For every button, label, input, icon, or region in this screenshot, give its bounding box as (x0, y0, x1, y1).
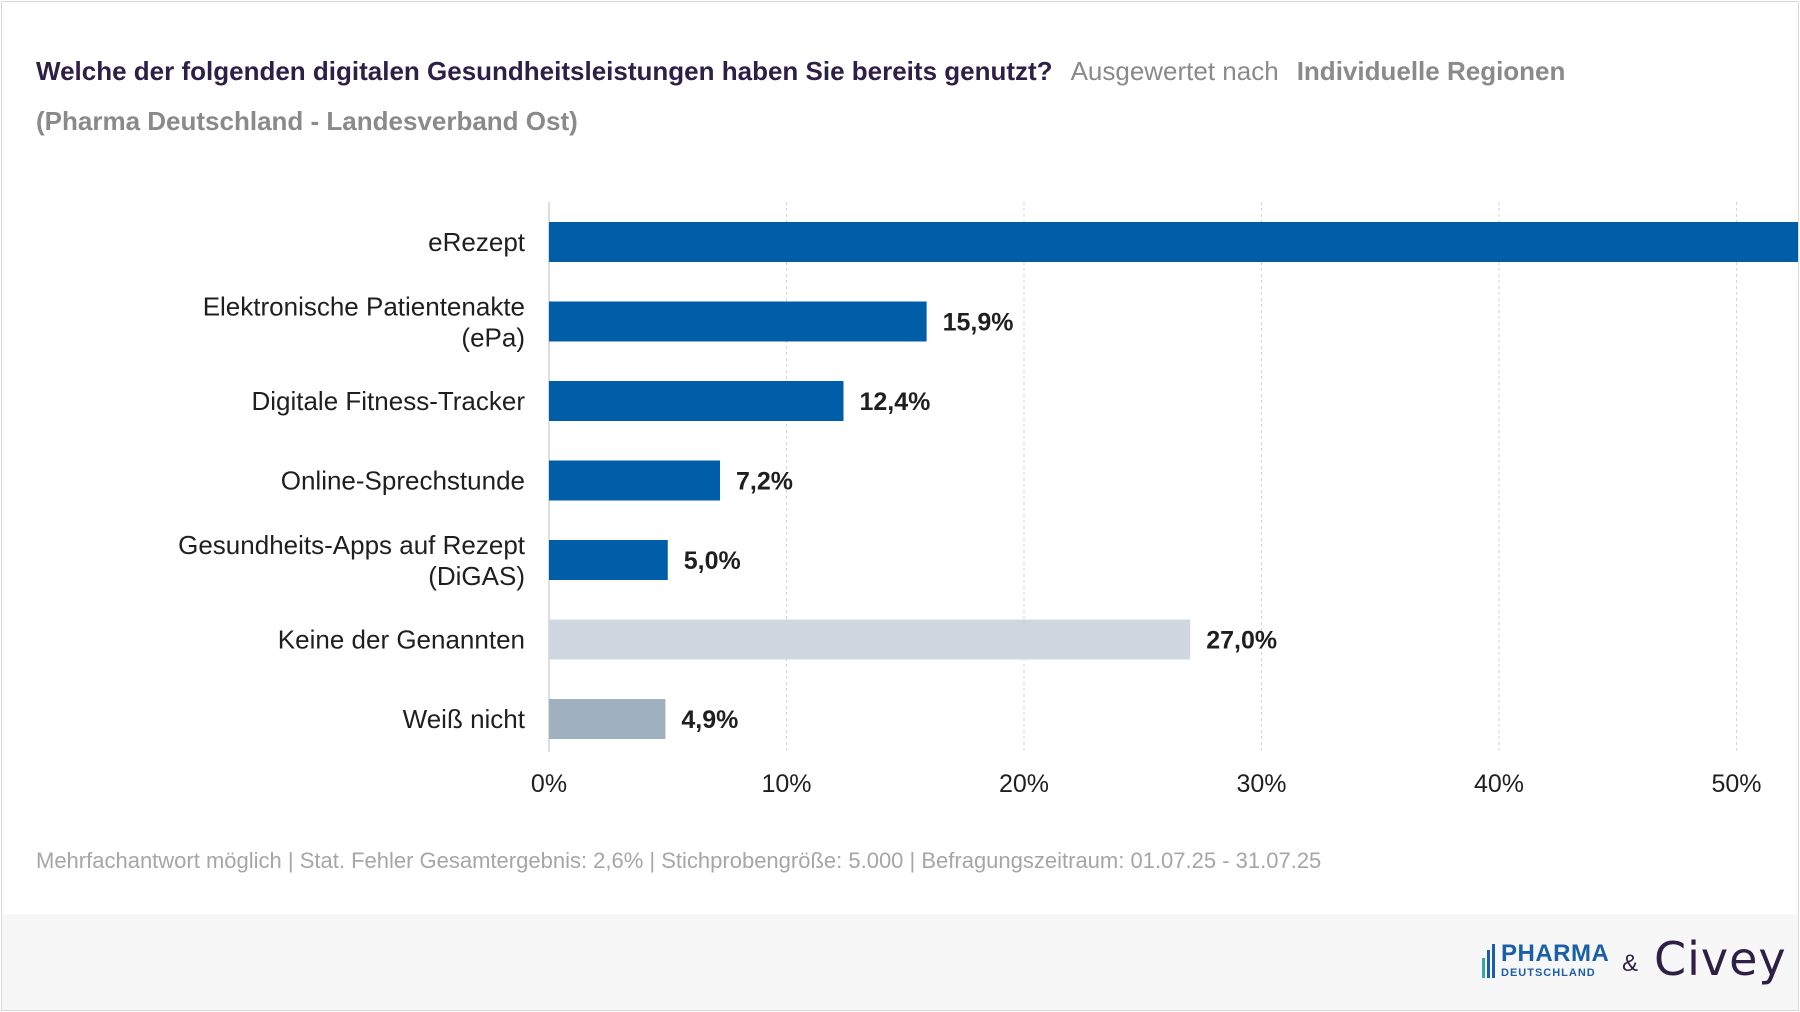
data-label: 27,0% (1206, 627, 1277, 655)
publisher-note: (Pharma Deutschland - Landesverband Ost) (36, 106, 578, 136)
x-tick-label: 0% (531, 770, 567, 798)
category-label: Keine der Genannten (278, 625, 525, 655)
bar (549, 460, 720, 501)
category-label: Gesundheits-Apps auf Rezept (DiGAS) (178, 530, 526, 591)
x-tick-label: 10% (761, 770, 811, 798)
pharma-logo-word: PHARMA (1501, 940, 1610, 967)
evaluated-by-label: Ausgewertet nach (1070, 56, 1279, 86)
x-tick-label: 20% (999, 770, 1049, 798)
category-label: Weiß nicht (403, 704, 526, 734)
footer-band: PHARMA DEUTSCHLAND & Civey (2, 914, 1798, 1010)
civey-logo: Civey (1654, 932, 1787, 986)
pharma-logo-sub: DEUTSCHLAND (1501, 967, 1596, 979)
pharma-bars-icon (1482, 944, 1495, 978)
methodology-footnote: Mehrfachantwort möglich | Stat. Fehler G… (36, 848, 1322, 873)
data-label: 15,9% (943, 309, 1014, 337)
ampersand: & (1622, 950, 1639, 977)
data-label: 7,2% (736, 468, 793, 496)
category-label: Elektronische Patientenakte (ePa) (203, 292, 525, 353)
data-label: 5,0% (684, 547, 741, 575)
category-label: Digitale Fitness-Tracker (251, 386, 525, 416)
bar (549, 381, 844, 421)
segment-selector[interactable]: Individuelle Regionen (1296, 56, 1566, 86)
bar-chart: 0%10%20%30%40%50%60%70%57,9%eRezept15,9%… (178, 202, 1798, 798)
bar (549, 619, 1191, 660)
bar (549, 222, 1798, 262)
x-tick-label: 30% (1236, 770, 1286, 798)
bar (549, 540, 668, 580)
pharma-deutschland-logo: PHARMA DEUTSCHLAND (1482, 942, 1609, 982)
data-label: 12,4% (860, 388, 931, 416)
chart-question: Welche der folgenden digitalen Gesundhei… (36, 56, 1053, 86)
chart-header: Welche der folgenden digitalen Gesundhei… (36, 46, 1766, 146)
bar (549, 301, 927, 342)
category-label: eRezept (428, 227, 526, 257)
x-tick-label: 40% (1474, 770, 1524, 798)
x-tick-label: 50% (1711, 770, 1761, 798)
data-label: 4,9% (681, 706, 738, 734)
bar (549, 699, 666, 739)
category-label: Online-Sprechstunde (281, 466, 525, 496)
